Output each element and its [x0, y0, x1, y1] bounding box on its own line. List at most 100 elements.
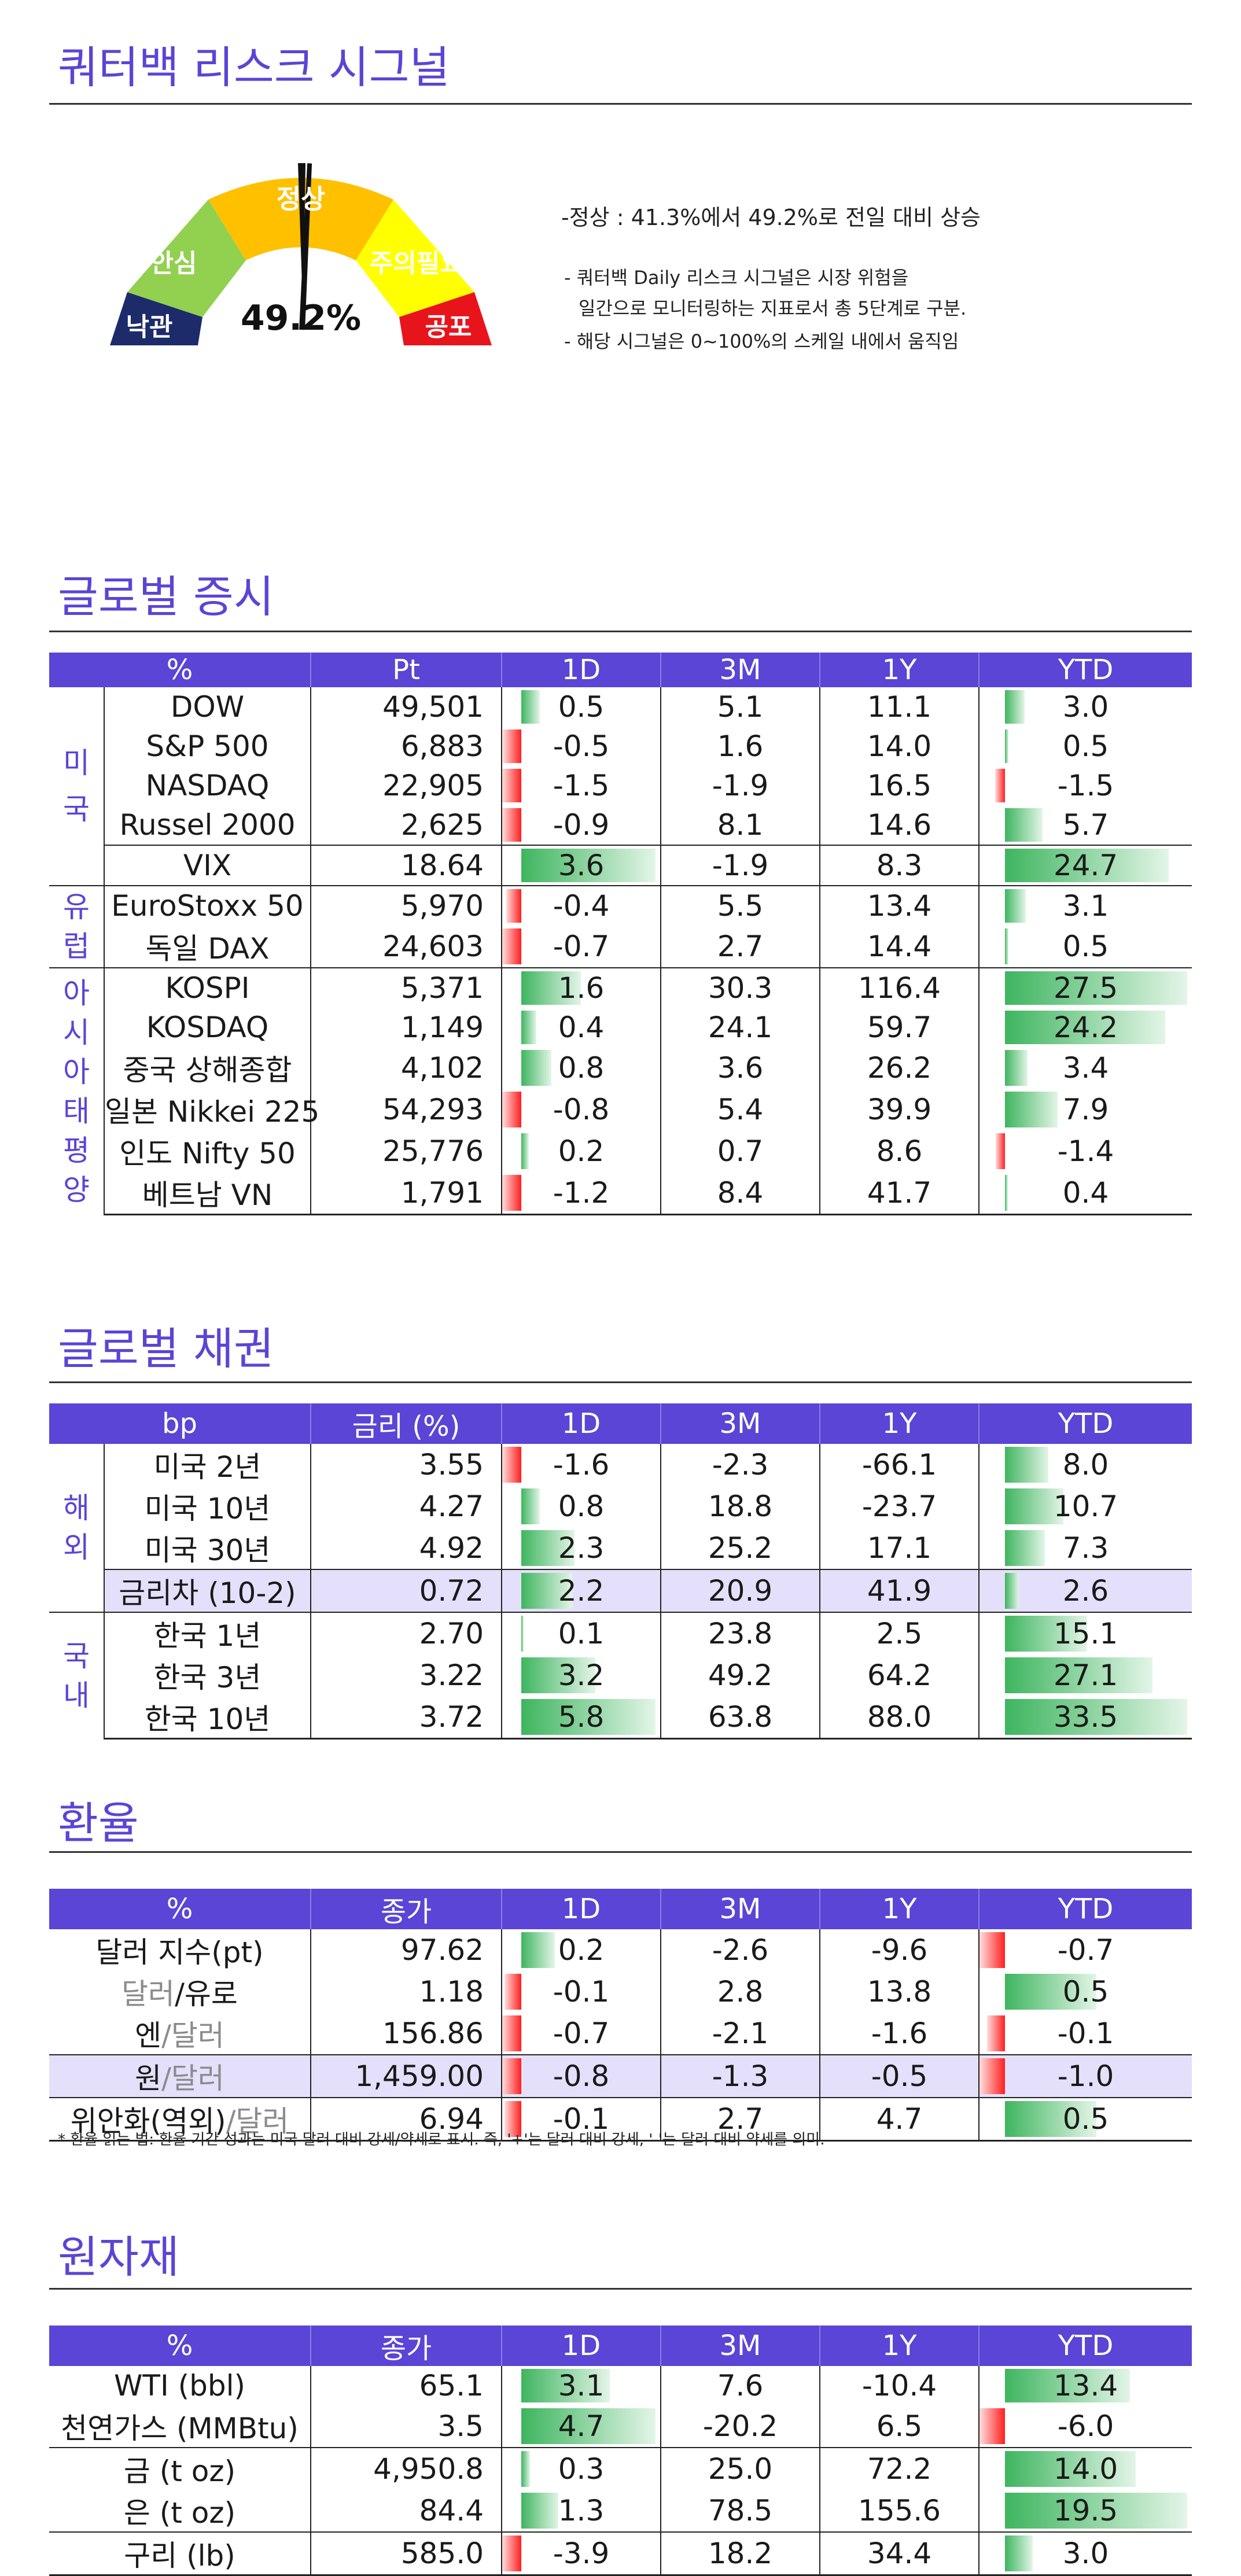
value-pt: 25,776	[311, 1130, 503, 1172]
header-cell: 1D	[502, 2326, 661, 2366]
value-ytd: 3.1	[979, 885, 1192, 926]
table-row: 국내 한국 1년 2.70 0.1 23.8 2.5 15.1	[49, 1612, 1192, 1739]
value-text: 3.2	[558, 1659, 605, 1692]
table-row: 베트남 VN 1,791 -1.2 8.4 41.7 0.4	[49, 1172, 1192, 1215]
title-divider	[49, 103, 1192, 105]
table-row: 미국 DOW 49,501 0.5 5.1 11.1 3.0	[49, 687, 1192, 886]
value-text: -1.6	[553, 1448, 610, 1482]
table-row: 금리차 (10-2) 0.72 2.2 20.9 41.9 2.6	[49, 1569, 1192, 1612]
value-1d: 2.2	[502, 1569, 661, 1612]
value-text: 0.8	[558, 1051, 605, 1085]
value-rate: 2.70	[311, 1612, 502, 1654]
value-text: 3.1	[1062, 889, 1109, 923]
table-row: S&P 500 6,883 -0.5 1.6 14.0 0.5	[49, 727, 1192, 766]
row-name: 달러/유로	[49, 1971, 311, 2013]
bar-ytd	[1005, 849, 1169, 882]
bar-1d	[502, 729, 522, 763]
value-ytd: 3.4	[979, 1047, 1192, 1089]
value-text: 0.5	[1062, 1975, 1109, 2009]
row-name: 인도 Nifty 50	[104, 1130, 312, 1172]
value-text: -1.0	[1057, 2059, 1114, 2093]
value-1y: 4.7	[820, 2097, 979, 2142]
header-cell: 1D	[502, 653, 662, 687]
row-name: 한국 1년	[104, 1612, 311, 1654]
bar-ytd	[1005, 1050, 1028, 1086]
value-3m: 78.5	[661, 2490, 820, 2532]
bar-ytd	[1005, 1974, 1096, 2010]
row-name: KOSDAQ	[104, 1008, 312, 1047]
table-row: 유럽 EuroStoxx 50 5,970 -0.4 5.5 13.4 3.1	[49, 885, 1192, 968]
value-text: 0.5	[1062, 2102, 1109, 2136]
value-1y: 8.6	[820, 1130, 980, 1172]
table-row: 한국 3년 3.22 3.2 49.2 64.2 27.1	[49, 1654, 1192, 1696]
table-row: 중국 상해종합 4,102 0.8 3.6 26.2 3.4	[49, 1047, 1192, 1089]
value-1y: 13.8	[820, 1971, 979, 2013]
table-row: 위안화(역외)/달러 6.94 -0.1 2.7 4.7 0.5	[49, 2097, 1192, 2142]
gauge-segment-fear	[399, 292, 492, 345]
value-rate: 4.92	[311, 1527, 502, 1569]
row-name: DOW	[104, 687, 312, 727]
value-1y: -0.5	[820, 2054, 979, 2098]
row-name: VIX	[104, 845, 312, 886]
row-name: 일본 Nikkei 225	[104, 1089, 319, 1130]
gauge-label-caution: 주의필요	[370, 249, 463, 278]
gauge-segment-caution	[356, 200, 474, 317]
value-3m: -2.1	[661, 2013, 820, 2055]
bar-1d	[502, 769, 522, 802]
value-text: 2.6	[1062, 1574, 1109, 1608]
header-cell: 3M	[661, 1403, 820, 1444]
value-ytd: 5.7	[979, 805, 1192, 845]
row-name: 달러 지수(pt)	[49, 1929, 311, 1971]
value-ytd: 15.1	[979, 1612, 1192, 1654]
commodities-header-row: % 종가 1D 3M 1Y YTD	[49, 2326, 1192, 2366]
row-name: 위안화(역외)/달러	[49, 2097, 311, 2142]
bar-1d	[521, 1488, 540, 1524]
value-close: 6.94	[311, 2097, 502, 2142]
value-text: 10.7	[1053, 1490, 1118, 1523]
value-close: 65.1	[311, 2366, 502, 2405]
value-3m: 24.1	[661, 1008, 821, 1047]
value-text: -1.4	[1057, 1134, 1114, 1168]
table-row: 원/달러 1,459.00 -0.8 -1.3 -0.5 -1.0	[49, 2054, 1192, 2098]
value-text: 33.5	[1053, 1700, 1118, 1734]
row-name-sub: /달러	[161, 2062, 224, 2095]
value-1d: 3.6	[502, 845, 662, 886]
value-3m: -1.9	[661, 845, 821, 886]
header-cell: 1Y	[820, 1889, 979, 1929]
value-text: 0.5	[1062, 729, 1109, 763]
header-cell: 1Y	[820, 653, 980, 687]
group-text: 국내	[63, 1639, 90, 1712]
header-cell: Pt	[311, 653, 503, 687]
value-text: 4.7	[558, 2409, 605, 2443]
value-pt: 49,501	[311, 687, 503, 727]
bar-ytd	[1005, 2493, 1187, 2529]
value-ytd: 10.7	[979, 1486, 1192, 1527]
header-cell: 1Y	[820, 2326, 979, 2366]
table-row: 아시아태평양 KOSPI 5,371 1.6 30.3 116.4 27.5	[49, 967, 1192, 1215]
bonds-table: bp 금리 (%) 1D 3M 1Y YTD 해외 미국 2년 3.55 -1.…	[49, 1403, 1192, 1740]
bar-ytd	[1005, 2369, 1130, 2402]
value-ytd: 0.5	[979, 1971, 1192, 2013]
value-ytd: 19.5	[979, 2490, 1192, 2532]
equity-divider	[49, 631, 1192, 632]
table-row: KOSDAQ 1,149 0.4 24.1 59.7 24.2	[49, 1008, 1192, 1047]
bar-1d	[521, 1530, 575, 1566]
value-close: 4,950.8	[311, 2447, 502, 2490]
value-1y: 88.0	[820, 1696, 979, 1740]
group-text: 해외	[63, 1491, 90, 1564]
value-text: -0.9	[553, 808, 610, 842]
group-label-us: 미국	[49, 687, 105, 886]
value-text: 2.2	[558, 1574, 605, 1608]
equity-header-row: % Pt 1D 3M 1Y YTD	[49, 653, 1192, 687]
value-text: 1.6	[558, 971, 605, 1005]
group-text: 미국	[63, 746, 90, 826]
value-1y: 41.9	[820, 1569, 979, 1612]
value-ytd: 27.5	[979, 967, 1192, 1008]
value-text: 0.5	[1062, 930, 1109, 963]
value-1y: 34.4	[820, 2531, 979, 2576]
table-row: 천연가스 (MMBtu) 3.5 4.7 -20.2 6.5 -6.0	[49, 2405, 1192, 2448]
row-name-main: 달러	[121, 1977, 175, 2011]
value-ytd: 24.7	[979, 845, 1192, 886]
table-row: WTI (bbl) 65.1 3.1 7.6 -10.4 13.4	[49, 2366, 1192, 2405]
value-1d: 0.3	[502, 2447, 661, 2490]
